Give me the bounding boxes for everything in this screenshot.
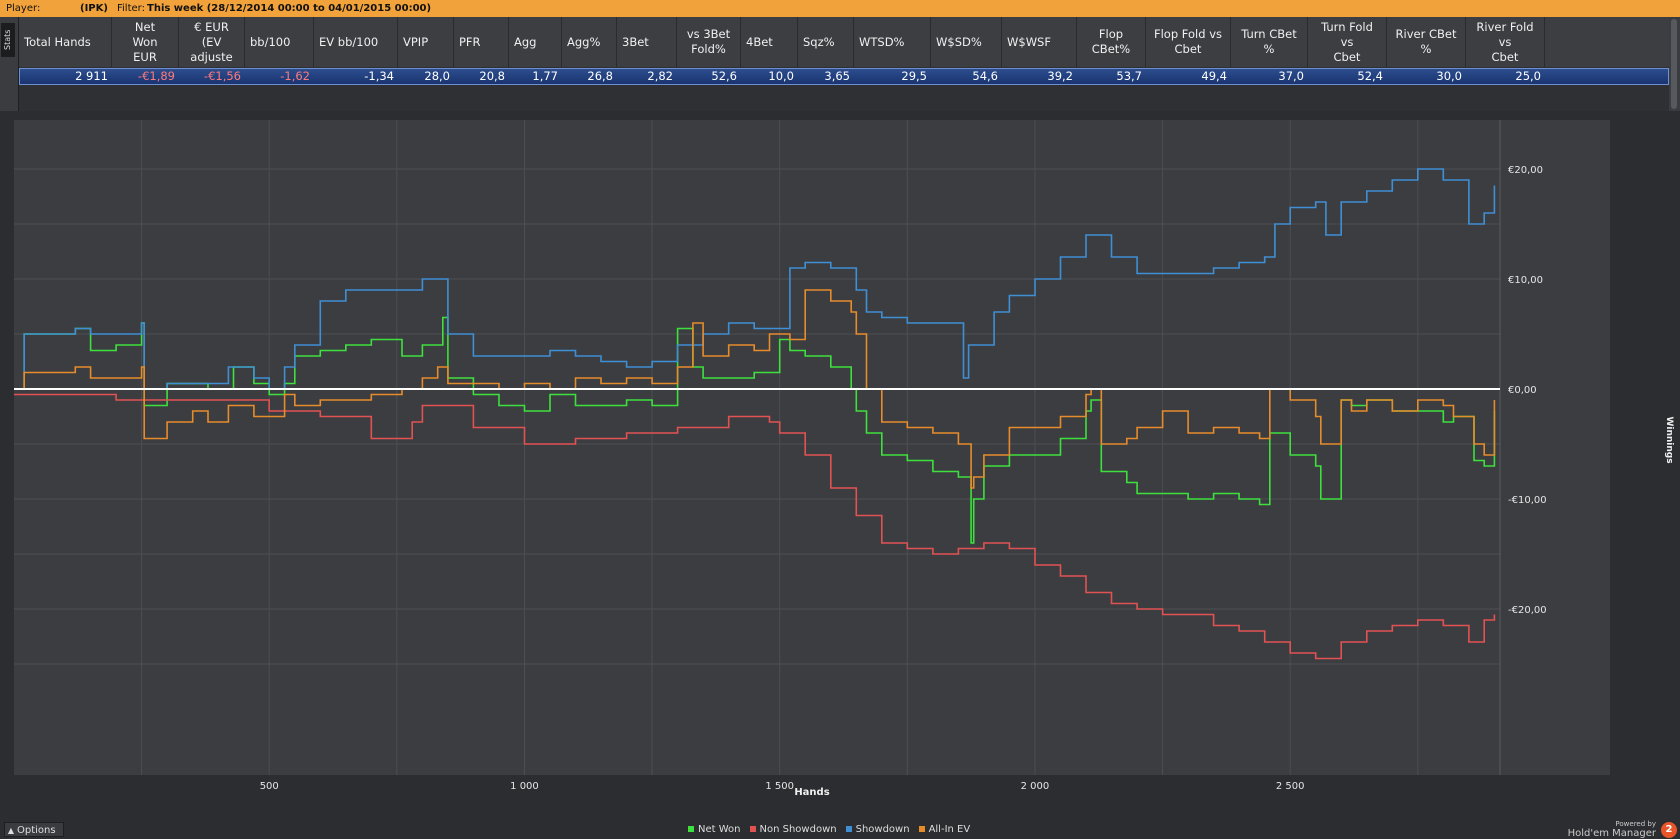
column-header[interactable]: Flop CBet% — [1077, 17, 1146, 67]
scrollbar-thumb[interactable] — [1671, 19, 1677, 109]
stat-value: -€1,89 — [137, 69, 175, 83]
column-header[interactable]: VPIP — [398, 17, 454, 67]
column-header[interactable]: Agg% — [562, 17, 617, 67]
stat-value: 1,77 — [532, 69, 558, 83]
stat-value: 3,65 — [824, 69, 850, 83]
column-header[interactable]: W$SD% — [931, 17, 1002, 67]
y-tick-label: €0,00 — [1508, 385, 1537, 396]
legend-item[interactable]: Non Showdown — [749, 824, 837, 835]
options-label: Options — [17, 825, 56, 836]
options-button[interactable]: ▲ Options — [4, 822, 64, 837]
stat-value: 26,8 — [587, 69, 613, 83]
chevron-up-icon: ▲ — [7, 826, 15, 835]
stat-value: -€1,56 — [203, 69, 241, 83]
legend-swatch — [845, 826, 852, 832]
x-tick-label: 2 500 — [1276, 781, 1305, 792]
x-tick-label: 1 500 — [765, 781, 794, 792]
column-header[interactable]: Net Won EUR — [112, 17, 179, 67]
column-header[interactable]: WTSD% — [854, 17, 931, 67]
column-header[interactable]: vs 3Bet Fold% — [677, 17, 741, 67]
y-tick-label: €20,00 — [1508, 165, 1543, 176]
x-tick-label: 500 — [260, 781, 279, 792]
y-tick-label: -€10,00 — [1508, 495, 1547, 506]
y-axis-ticks: €20,00 €10,00 €0,00 -€10,00 -€20,00 — [1508, 165, 1547, 616]
chart-legend: Net Won Non Showdown Showdown All-In EV — [688, 824, 979, 835]
stat-value: 54,6 — [972, 69, 998, 83]
stats-table: Total Hands Net Won EUR € EUR (EV adjuste b… — [19, 17, 1669, 111]
player-label: Player: — [6, 3, 41, 14]
plot-area — [14, 120, 1610, 775]
stat-value: 52,6 — [711, 69, 737, 83]
x-tick-label: 1 000 — [510, 781, 539, 792]
column-header[interactable]: EV bb/100 — [314, 17, 398, 67]
x-axis-label: Hands — [794, 787, 829, 798]
column-header[interactable]: Sqz% — [798, 17, 854, 67]
column-header[interactable]: PFR — [454, 17, 509, 67]
series-line-non-showdown — [14, 393, 1496, 660]
stat-value: 29,5 — [901, 69, 927, 83]
column-header[interactable]: 4Bet — [741, 17, 798, 67]
stat-value: 20,8 — [479, 69, 505, 83]
brand-name: Hold'em Manager — [1567, 828, 1656, 839]
legend-item[interactable]: All-In EV — [918, 824, 971, 835]
brand-powered-by: Powered by — [1615, 820, 1656, 828]
chart-series — [14, 168, 1500, 660]
legend-label: Net Won — [698, 824, 741, 835]
stat-value: 10,0 — [768, 69, 794, 83]
stat-value: 2 911 — [75, 69, 108, 83]
column-header[interactable]: River CBet % — [1387, 17, 1466, 67]
series-line-all-in-ev — [14, 289, 1496, 489]
legend-item[interactable]: Showdown — [845, 824, 910, 835]
winnings-chart: €20,00 €10,00 €0,00 -€10,00 -€20,00 500 1 000… — [0, 115, 1680, 820]
column-header[interactable]: bb/100 — [245, 17, 314, 67]
column-header[interactable]: € EUR (EV adjuste — [179, 17, 245, 67]
filter-bar: Player: (IPK) Filter: This week (28/12/2… — [0, 0, 1680, 17]
legend-label: Showdown — [855, 824, 910, 835]
bottom-bar: ▲ Options Net Won Non Showdown Showdown All-… — [0, 820, 1680, 839]
stats-value-row[interactable]: 2 911 -€1,89 -€1,56 -1,62 -1,34 28,0 20,8 1,77 2… — [19, 68, 1669, 85]
stat-value: 52,4 — [1357, 69, 1383, 83]
chart-grid — [14, 120, 1501, 775]
column-header[interactable]: Agg — [509, 17, 562, 67]
stat-value: 30,0 — [1436, 69, 1462, 83]
hem2-logo-icon: 2 — [1661, 822, 1677, 838]
y-axis-label: Winnings — [1664, 416, 1674, 463]
column-header[interactable]: Total Hands — [19, 17, 112, 67]
filter-label: Filter: — [117, 3, 145, 14]
legend-label: Non Showdown — [759, 824, 837, 835]
column-header[interactable]: Turn Fold vs Cbet — [1308, 17, 1387, 67]
column-header[interactable]: Flop Fold vs Cbet — [1146, 17, 1231, 67]
legend-swatch — [918, 826, 925, 832]
column-header[interactable]: 3Bet — [617, 17, 677, 67]
x-tick-label: 2 000 — [1021, 781, 1050, 792]
filter-value[interactable]: This week (28/12/2014 00:00 to 04/01/201… — [147, 3, 432, 14]
player-value[interactable]: (IPK) — [80, 3, 108, 14]
stats-side-tab[interactable]: Stats — [0, 17, 19, 111]
column-header[interactable]: W$WSF — [1002, 17, 1077, 67]
stat-value: 53,7 — [1116, 69, 1142, 83]
stat-value: 49,4 — [1201, 69, 1227, 83]
legend-label: All-In EV — [928, 824, 971, 835]
column-header[interactable]: Turn CBet % — [1231, 17, 1308, 67]
stats-tab-label: Stats — [1, 23, 15, 57]
stat-value: 25,0 — [1515, 69, 1541, 83]
stat-value: -1,34 — [364, 69, 394, 83]
x-axis-ticks: 500 1 000 1 500 2 000 2 500 — [260, 781, 1305, 792]
stat-value: 37,0 — [1278, 69, 1304, 83]
stat-value: -1,62 — [280, 69, 310, 83]
stats-scrollbar[interactable] — [1669, 17, 1680, 111]
column-header[interactable]: River Fold vs Cbet — [1466, 17, 1545, 67]
stat-value: 2,82 — [647, 69, 673, 83]
y-tick-label: €10,00 — [1508, 275, 1543, 286]
legend-swatch — [749, 826, 756, 832]
brand: Powered by Hold'em Manager — [1568, 820, 1656, 839]
y-tick-label: -€20,00 — [1508, 605, 1547, 616]
stat-value: 39,2 — [1047, 69, 1073, 83]
stat-value: 28,0 — [424, 69, 450, 83]
legend-item[interactable]: Net Won — [688, 824, 741, 835]
stats-header-row: Total Hands Net Won EUR € EUR (EV adjuste b… — [19, 17, 1669, 67]
legend-swatch — [688, 826, 694, 832]
